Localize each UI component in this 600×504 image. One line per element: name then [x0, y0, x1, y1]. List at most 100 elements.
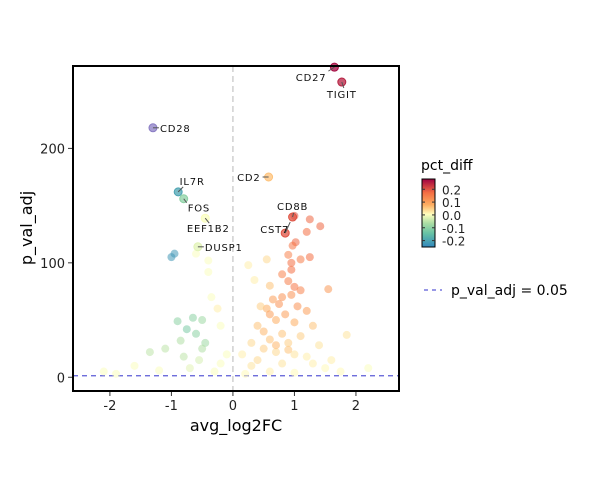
data-point: [130, 361, 139, 370]
gene-label: IL7R: [180, 177, 205, 188]
data-point: [176, 336, 185, 345]
data-point: [321, 364, 330, 373]
data-point: [112, 369, 121, 378]
data-point: [241, 369, 250, 378]
data-point: [302, 306, 311, 315]
data-point: [216, 359, 225, 368]
data-point: [284, 345, 293, 354]
colorbar-tick-label: 0.0: [442, 209, 461, 223]
label-leader: [284, 221, 291, 234]
data-point: [296, 286, 305, 295]
data-point: [284, 338, 293, 347]
data-point: [213, 304, 222, 313]
data-point: [342, 330, 351, 339]
label-leader: [204, 217, 210, 224]
data-point: [287, 290, 296, 299]
gene-label: CST7: [260, 225, 289, 236]
data-point: [173, 317, 182, 326]
data-point: [290, 318, 299, 327]
data-point: [250, 275, 259, 284]
data-point: [182, 325, 191, 334]
data-point: [308, 359, 317, 368]
data-point: [259, 327, 268, 336]
data-point: [324, 285, 333, 294]
data-point: [185, 364, 194, 373]
data-point: [281, 310, 290, 319]
x-tick-label: 1: [290, 399, 298, 414]
data-point: [305, 253, 314, 262]
data-point: [204, 256, 213, 265]
gene-label: DUSP1: [205, 243, 243, 254]
data-point: [315, 341, 324, 350]
data-point: [161, 344, 170, 353]
data-point: [198, 316, 207, 325]
gene-label: TIGIT: [326, 90, 357, 101]
data-point: [195, 356, 204, 365]
data-point: [259, 344, 268, 353]
data-point: [327, 356, 336, 365]
colorbar-tick-label: -0.1: [442, 222, 465, 236]
gene-label: FOS: [188, 204, 210, 215]
colorbar-tick-label: 0.2: [442, 183, 461, 197]
data-point: [302, 352, 311, 361]
gene-label: EEF1B2: [187, 224, 230, 235]
data-point: [287, 258, 296, 267]
label-leader: [328, 66, 335, 72]
colorbar-tick-label: -0.2: [442, 235, 465, 249]
label-leader: [177, 186, 184, 193]
data-point: [265, 367, 274, 376]
data-point: [262, 255, 271, 264]
data-point: [288, 241, 297, 250]
data-point: [188, 313, 197, 322]
x-tick-label: -1: [165, 399, 178, 414]
data-point: [145, 348, 154, 357]
data-point: [265, 310, 274, 319]
data-point: [290, 368, 299, 377]
data-point: [256, 302, 265, 311]
data-point: [207, 293, 216, 302]
data-point: [99, 367, 108, 376]
data-point: [222, 350, 231, 359]
data-point: [275, 300, 284, 309]
color-legend-bar: [421, 178, 436, 248]
x-tick-label: 0: [229, 399, 237, 414]
data-point: [265, 281, 274, 290]
data-point: [278, 270, 287, 279]
data-point: [265, 335, 274, 344]
data-point: [336, 367, 345, 376]
data-point: [316, 222, 325, 231]
gene-label: CD2: [237, 173, 260, 184]
data-point: [284, 277, 293, 286]
label-leader: [183, 198, 188, 204]
data-point: [192, 329, 201, 338]
data-point: [247, 338, 256, 347]
data-point: [271, 341, 280, 350]
colorbar-tick-label: 0.1: [442, 196, 461, 210]
data-point: [296, 255, 305, 264]
data-point: [302, 227, 311, 236]
y-axis-label: p_val_adj: [17, 191, 37, 265]
data-point: [155, 366, 164, 375]
plot-panel-border: [72, 65, 400, 392]
gene-label: CD27: [296, 73, 327, 84]
data-point: [253, 321, 262, 330]
data-point: [244, 261, 253, 270]
threshold-legend-label: p_val_adj = 0.05: [451, 283, 568, 299]
data-point: [278, 329, 287, 338]
data-point: [192, 249, 201, 258]
data-point: [271, 316, 280, 325]
data-point: [290, 282, 299, 291]
y-tick-label: 200: [40, 142, 65, 157]
data-point: [278, 359, 287, 368]
data-point: [268, 295, 277, 304]
data-point: [179, 352, 188, 361]
data-point: [238, 350, 247, 359]
data-point: [216, 321, 225, 330]
label-leader: [341, 81, 345, 89]
data-point: [167, 253, 176, 262]
gene-label: CD8B: [277, 202, 308, 213]
data-point: [271, 348, 280, 357]
data-point: [198, 344, 207, 353]
x-tick-label: -2: [103, 399, 116, 414]
data-point: [296, 332, 305, 341]
